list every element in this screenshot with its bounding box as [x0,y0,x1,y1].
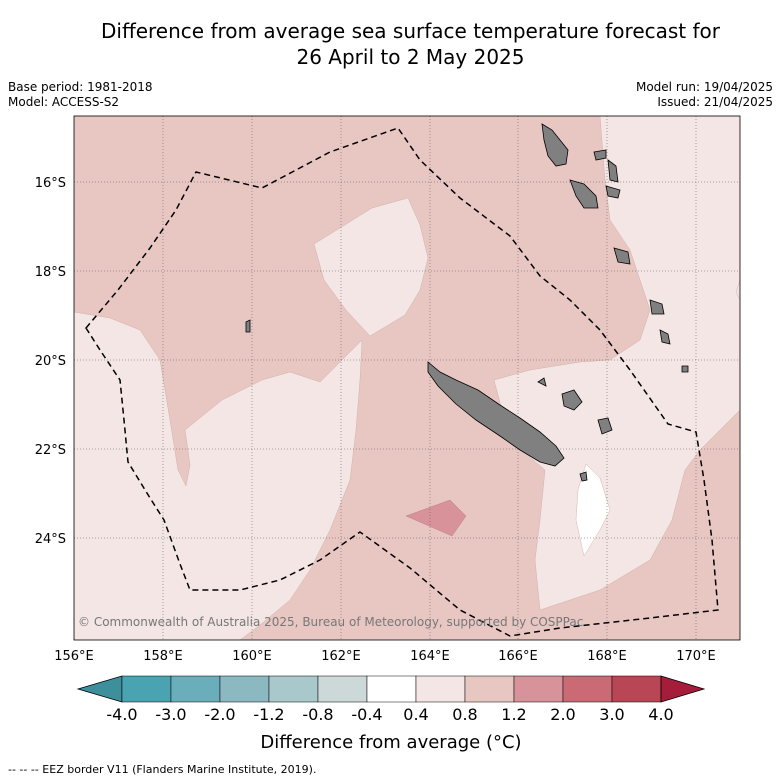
lon-tick-label: 166°E [498,649,538,664]
colorbar-extend-high [660,675,706,703]
lon-tick-label: 160°E [232,649,272,664]
colorbar-segment [121,675,172,703]
vanuatu-pentecost [607,159,619,183]
vanuatu-tanna [659,329,671,345]
colorbar-tick-label: 4.0 [648,705,673,724]
vanuatu-efate [613,247,631,265]
colorbar-segment [268,675,319,703]
colorbar-segment [611,675,662,703]
colorbar-segment [219,675,270,703]
land-masses [245,123,689,482]
lat-tick-label: 20°S [35,354,66,369]
eez-border [85,127,719,637]
lon-tick-label: 164°E [410,649,450,664]
vanuatu-malekula [569,179,599,209]
lat-tick-label: 18°S [35,265,66,280]
colorbar-segment [415,675,466,703]
vanuatu-espiritu-santo [541,123,569,167]
colorbar-segment [464,675,515,703]
lat-tick-label: 24°S [35,532,66,547]
meta-left: Base period: 1981-2018 Model: ACCESS-S2 [8,80,153,110]
anomaly-zone-0.4-0.8-ne [735,279,740,301]
colorbar-tick-label: -2.0 [204,705,235,724]
colorbar-tick-label: 2.0 [550,705,575,724]
title-line-2: 26 April to 2 May 2025 [296,45,525,69]
colorbar-segment [562,675,613,703]
lon-tick-label: 168°E [587,649,627,664]
lon-tick-label: 158°E [143,649,183,664]
small-island-west [245,319,251,333]
base-period-text: Base period: 1981-2018 [8,80,153,94]
colorbar [76,675,706,703]
anomaly-zone-1.2-2.0 [405,499,467,537]
loyalty-island-1 [561,389,583,411]
lon-tick-label: 156°E [54,649,94,664]
isle-of-pines [579,471,588,482]
new-caledonia [427,361,565,467]
anomaly-zone-0.4-0.8-east [493,116,740,611]
anomaly-zone-0.4-0.8-north [313,197,429,337]
colorbar-tick-label: 0.4 [403,705,428,724]
colorbar-tick-label: -1.2 [253,705,284,724]
vanuatu-erromango [649,299,665,315]
title-line-1: Difference from average sea surface temp… [100,19,720,43]
longitude-labels: 156°E 158°E 160°E 162°E 164°E 166°E 168°E 170°E [54,649,716,664]
loyalty-island-3 [537,377,547,387]
anomaly-zone-0.4-0.8-west [74,311,363,640]
colorbar-tick-label: -4.0 [106,705,137,724]
vanuatu-anatom [681,365,689,373]
vanuatu-epi [605,185,621,199]
colorbar-tick-label: 1.2 [501,705,526,724]
vanuatu-ambae [593,149,607,161]
model-run-text: Model run: 19/04/2025 [635,80,773,94]
colorbar-segment [366,675,417,703]
lat-tick-label: 16°S [35,176,66,191]
chart-title: Difference from average sea surface temp… [40,18,781,70]
colorbar-tick-label: -0.8 [302,705,333,724]
issued-text: Issued: 21/04/2025 [657,95,773,109]
colorbar-extend-low [76,675,123,703]
colorbar-labels: -4.0 -3.0 -2.0 -1.2 -0.8 -0.4 0.4 0.8 1.2 2.0 3.0 4… [106,705,673,724]
colorbar-tick-label: -3.0 [155,705,186,724]
loyalty-island-2 [597,417,613,435]
colorbar-tick-label: 0.8 [452,705,477,724]
colorbar-tick-label: 3.0 [599,705,624,724]
gridlines [74,116,740,640]
meta-right: Model run: 19/04/2025 Issued: 21/04/2025 [636,80,773,110]
lat-tick-label: 22°S [35,443,66,458]
colorbar-segment [170,675,221,703]
latitude-labels: 16°S 18°S 20°S 22°S 24°S [35,176,66,547]
colorbar-tick-label: -0.4 [351,705,382,724]
colorbar-title: Difference from average (°C) [260,732,521,753]
anomaly-zone-neutral [575,463,611,557]
map-panel [74,116,740,640]
colorbar-segment [317,675,368,703]
lon-tick-label: 170°E [676,649,716,664]
model-text: Model: ACCESS-S2 [8,95,120,109]
lon-tick-label: 162°E [321,649,361,664]
colorbar-segment [513,675,564,703]
eez-footnote: -- -- -- EEZ border V11 (Flanders Marine… [8,763,317,776]
copyright-text: © Commonwealth of Australia 2025, Bureau… [78,615,583,629]
map-frame [73,115,741,641]
